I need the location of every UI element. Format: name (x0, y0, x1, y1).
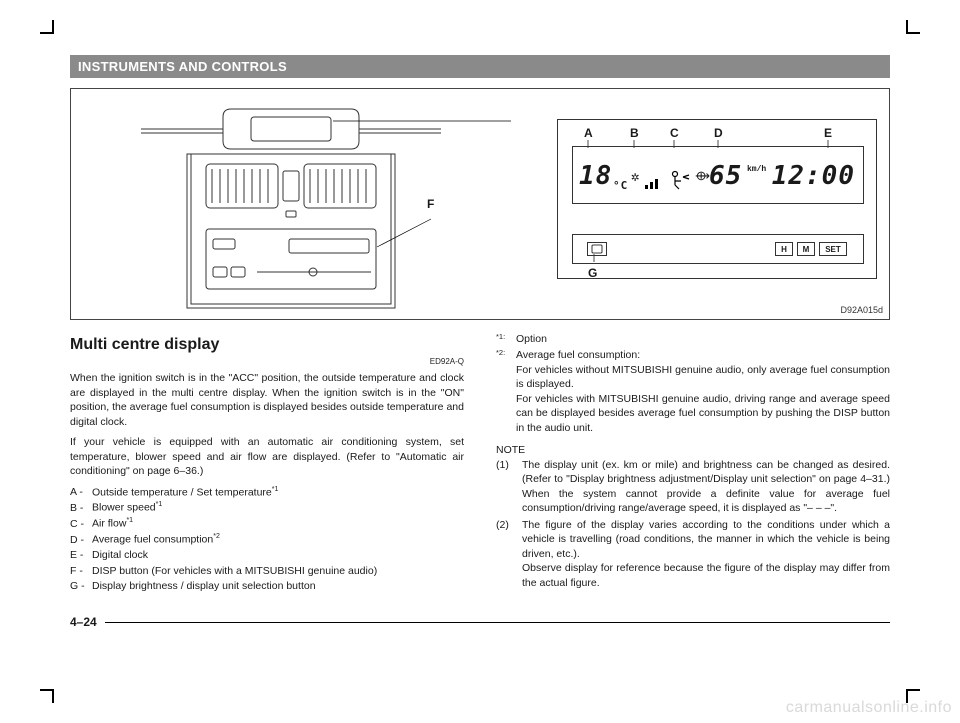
legend-label: C - (70, 517, 92, 531)
lcd-avg-unit: km/h (747, 165, 766, 174)
footnote-item: *2:Average fuel consumption: For vehicle… (496, 348, 890, 435)
note-heading: NOTE (496, 443, 890, 457)
page-number: 4–24 (70, 615, 97, 629)
lcd-temp-value: 18 (579, 161, 612, 191)
dashboard-illustration (81, 99, 511, 311)
footnote-item: *1:Option (496, 332, 890, 346)
figure: F A B C D E 18 °C (70, 88, 890, 320)
page-footer: 4–24 (70, 615, 890, 629)
legend-text: Air flow (92, 518, 126, 530)
legend-text: Blower speed (92, 502, 156, 514)
section-title: INSTRUMENTS AND CONTROLS (78, 59, 287, 74)
lcd-avg-value: 65 (709, 161, 742, 191)
legend-item: C -Air flow*1 (70, 516, 464, 531)
note-number: (1) (496, 458, 522, 516)
note-list: (1)The display unit (ex. km or mile) and… (496, 458, 890, 590)
legend-label: B - (70, 501, 92, 515)
page-content: INSTRUMENTS AND CONTROLS (70, 55, 890, 655)
legend-text: DISP button (For vehicles with a MITSUBI… (92, 565, 377, 577)
legend-label: D - (70, 533, 92, 547)
brightness-button (587, 242, 607, 256)
footnote-list: *1:Option*2:Average fuel consumption: Fo… (496, 332, 890, 435)
legend-item: B -Blower speed*1 (70, 500, 464, 515)
note-number: (2) (496, 518, 522, 590)
paragraph: When the ignition switch is in the "ACC"… (70, 371, 464, 429)
lcd-clock: 12:00 (772, 161, 855, 191)
note-item: (1)The display unit (ex. km or mile) and… (496, 458, 890, 516)
legend-text: Average fuel consumption (92, 534, 213, 546)
lcd-temp-unit: °C (613, 179, 628, 192)
figure-code: D92A015d (840, 305, 883, 315)
vent-icon: ⟴ (695, 169, 710, 184)
right-column: *1:Option*2:Average fuel consumption: Fo… (496, 332, 890, 598)
blower-bars-icon (645, 177, 665, 191)
lcd-screen: 18 °C ✲ ⟴ 65 (572, 146, 864, 204)
legend-label: G - (70, 579, 92, 593)
section-title-bar: INSTRUMENTS AND CONTROLS (70, 55, 890, 78)
note-text: The figure of the display varies accordi… (522, 518, 890, 590)
body-text: Multi centre display ED92A-Q When the ig… (70, 332, 890, 598)
footnote-text: Option (516, 332, 547, 346)
footer-rule (105, 622, 890, 623)
footnote-number: *2: (496, 348, 516, 435)
legend-superscript: *1 (126, 517, 133, 524)
set-button: SET (819, 242, 847, 256)
legend-item: D -Average fuel consumption*2 (70, 532, 464, 547)
m-button: M (797, 242, 815, 256)
crop-mark (906, 20, 908, 34)
note-text: The display unit (ex. km or mile) and br… (522, 458, 890, 516)
watermark: carmanualsonline.info (786, 699, 952, 717)
legend-item: A -Outside temperature / Set temperature… (70, 485, 464, 500)
footnote-number: *1: (496, 332, 516, 346)
note-item: (2)The figure of the display varies acco… (496, 518, 890, 590)
heading: Multi centre display (70, 334, 464, 356)
footnote-text: Average fuel consumption: For vehicles w… (516, 348, 890, 435)
legend-text: Outside temperature / Set temperature (92, 486, 272, 498)
h-button: H (775, 242, 793, 256)
legend-label: E - (70, 548, 92, 562)
legend-item: F -DISP button (For vehicles with a MITS… (70, 564, 464, 578)
lcd-button-row: H M SET (572, 234, 864, 264)
legend-label: A - (70, 485, 92, 499)
callout-g: G (588, 266, 597, 280)
airflow-icon (669, 169, 691, 191)
crop-mark (52, 20, 54, 34)
crop-mark (906, 32, 920, 34)
crop-mark (906, 689, 920, 691)
legend-superscript: *1 (272, 486, 279, 493)
legend-superscript: *2 (213, 533, 220, 540)
legend-text: Display brightness / display unit select… (92, 580, 316, 592)
paragraph: If your vehicle is equipped with an auto… (70, 435, 464, 478)
callout-f: F (427, 197, 434, 211)
left-column: Multi centre display ED92A-Q When the ig… (70, 332, 464, 598)
ref-code: ED92A-Q (70, 356, 464, 367)
lcd-panel: A B C D E 18 °C ✲ (557, 119, 877, 279)
callout-legend-list: A -Outside temperature / Set temperature… (70, 485, 464, 594)
legend-item: G -Display brightness / display unit sel… (70, 579, 464, 593)
fan-icon: ✲ (631, 169, 639, 186)
legend-item: E -Digital clock (70, 548, 464, 562)
legend-label: F - (70, 564, 92, 578)
legend-superscript: *1 (156, 501, 163, 508)
legend-text: Digital clock (92, 549, 148, 561)
crop-mark (52, 689, 54, 703)
